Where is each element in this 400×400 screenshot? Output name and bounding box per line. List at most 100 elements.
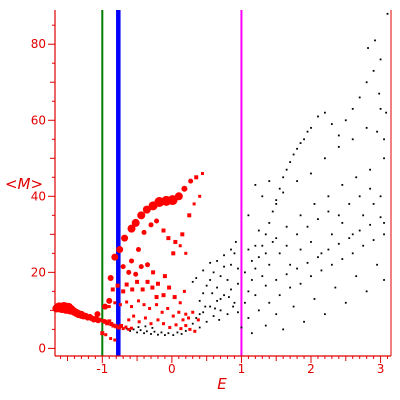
red-point	[166, 236, 171, 241]
black-point	[247, 248, 250, 251]
black-point	[351, 138, 354, 141]
black-point	[278, 294, 281, 297]
red-point	[116, 246, 124, 254]
red-point	[107, 275, 114, 282]
red-point	[155, 281, 160, 286]
red-point	[113, 338, 117, 342]
red-point	[129, 258, 135, 264]
black-point	[365, 290, 368, 293]
black-point	[376, 263, 378, 266]
black-point	[317, 218, 319, 221]
black-point	[180, 333, 183, 335]
red-point	[130, 305, 134, 309]
red-point	[174, 192, 183, 201]
black-point	[226, 279, 229, 281]
red-point	[141, 229, 147, 235]
black-point	[372, 69, 375, 72]
black-point	[303, 138, 305, 141]
black-point	[254, 294, 257, 297]
red-point	[126, 269, 132, 275]
x-tick-label: -1	[96, 362, 108, 376]
red-points-layer	[52, 171, 204, 342]
black-point	[306, 130, 309, 133]
black-point	[344, 301, 347, 304]
red-point	[102, 303, 109, 310]
black-point	[275, 199, 278, 202]
red-point	[113, 301, 117, 305]
black-point	[202, 292, 205, 295]
black-point	[218, 318, 221, 321]
black-point	[268, 263, 271, 266]
red-point	[121, 327, 125, 331]
black-point	[275, 237, 278, 240]
red-point	[171, 251, 176, 256]
black-point	[383, 233, 385, 236]
black-point	[358, 195, 361, 198]
red-point	[114, 324, 119, 329]
black-point	[237, 267, 239, 270]
x-axis-label: E	[217, 375, 227, 393]
black-point	[372, 203, 375, 205]
black-point	[324, 313, 326, 316]
black-point	[358, 96, 361, 99]
black-point	[282, 328, 285, 331]
red-point	[121, 234, 129, 242]
black-point	[254, 244, 257, 247]
black-point	[234, 241, 237, 243]
black-point	[219, 298, 222, 300]
red-point	[120, 264, 126, 270]
black-point	[330, 263, 333, 266]
black-point	[233, 252, 236, 255]
red-point	[130, 326, 134, 330]
black-point	[351, 233, 354, 236]
black-point	[212, 271, 215, 274]
black-point	[247, 214, 250, 217]
black-point	[268, 222, 271, 224]
black-point	[285, 273, 288, 276]
black-point	[250, 260, 253, 262]
black-point	[247, 290, 250, 293]
black-point	[358, 229, 361, 232]
black-point	[216, 286, 218, 289]
black-point	[327, 210, 330, 213]
red-point	[142, 303, 146, 307]
red-point	[100, 331, 105, 336]
black-point	[261, 244, 264, 247]
red-point	[127, 318, 131, 322]
black-point	[209, 279, 212, 281]
black-point	[372, 239, 375, 241]
black-point	[376, 130, 378, 133]
red-point	[133, 271, 139, 277]
black-point	[285, 225, 288, 228]
x-tick-label: 2	[307, 362, 315, 376]
black-point	[271, 241, 274, 243]
black-point	[268, 301, 271, 304]
black-point	[157, 333, 159, 336]
red-point	[124, 325, 128, 329]
black-point	[334, 286, 337, 289]
x-tick-label: 0	[168, 362, 176, 376]
black-point	[264, 233, 267, 236]
black-point	[275, 203, 278, 205]
black-point	[204, 305, 207, 308]
red-point	[154, 295, 159, 300]
black-point	[348, 237, 351, 240]
black-point	[310, 126, 312, 129]
red-point	[127, 327, 131, 331]
red-point	[148, 306, 152, 310]
x-tick-label: 1	[238, 362, 246, 376]
black-point	[299, 282, 302, 285]
red-point	[181, 185, 188, 192]
black-point	[374, 39, 376, 42]
black-point	[292, 305, 295, 308]
red-point	[156, 318, 160, 322]
black-point	[383, 157, 385, 160]
black-point	[355, 275, 358, 278]
red-point	[132, 314, 136, 318]
red-point	[94, 311, 101, 318]
black-point	[254, 267, 257, 270]
black-point	[198, 313, 201, 316]
black-point	[223, 254, 225, 257]
y-tick-label: 80	[31, 37, 46, 51]
